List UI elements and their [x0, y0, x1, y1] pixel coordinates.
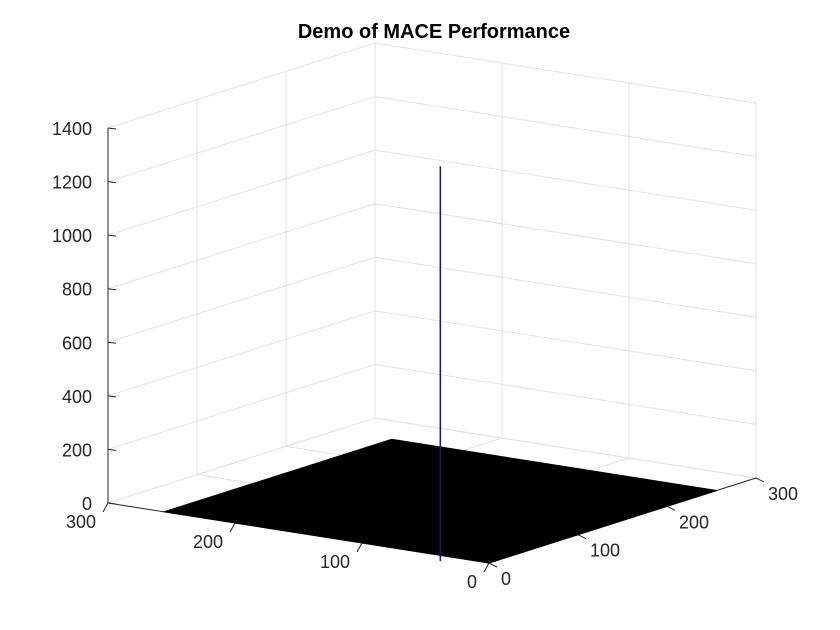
- grid-line: [107, 310, 376, 397]
- grid-line: [374, 149, 757, 211]
- grid-line: [107, 363, 376, 450]
- grid-line: [374, 310, 757, 372]
- z-tick-label: 1000: [52, 226, 92, 246]
- grid-line: [374, 203, 757, 265]
- z-tick-mark: [107, 341, 117, 344]
- z-tick-label: 1400: [52, 119, 92, 139]
- y-tick-mark: [229, 522, 236, 533]
- surface: [163, 166, 717, 564]
- z-tick-label: 200: [62, 440, 92, 460]
- chart-title: Demo of MACE Performance: [298, 21, 570, 43]
- tick-labels: 0100200300010020030002004006008001000120…: [52, 119, 798, 592]
- grid-line: [107, 417, 376, 504]
- z-tick-mark: [107, 288, 117, 291]
- y-tick-label: 0: [467, 572, 477, 592]
- y-tick-mark: [356, 542, 363, 553]
- y-tick-label: 200: [193, 532, 223, 552]
- x-tick-mark: [755, 477, 765, 483]
- x-tick-label: 300: [768, 484, 798, 504]
- y-tick-label: 300: [66, 512, 96, 532]
- grid-line: [374, 256, 757, 318]
- x-tick-label: 100: [590, 541, 620, 561]
- z-tick-label: 800: [62, 280, 92, 300]
- z-tick-mark: [107, 448, 117, 451]
- grid-line: [107, 149, 376, 236]
- x-tick-label: 0: [501, 569, 511, 589]
- z-tick-mark: [107, 395, 117, 398]
- grid-line: [374, 96, 757, 158]
- z-tick-mark: [107, 127, 117, 130]
- x-tick-mark: [666, 505, 676, 511]
- z-tick-mark: [107, 234, 117, 237]
- y-tick-mark: [483, 562, 490, 573]
- z-tick-label: 1200: [52, 173, 92, 193]
- x-tick-mark: [488, 562, 498, 568]
- grid-line: [107, 256, 376, 343]
- grid-line: [107, 42, 376, 129]
- x-tick-mark: [577, 534, 587, 540]
- z-tick-label: 400: [62, 387, 92, 407]
- x-tick-label: 200: [679, 512, 709, 532]
- z-tick-label: 600: [62, 333, 92, 353]
- y-tick-label: 100: [320, 552, 350, 572]
- grid-line: [374, 363, 757, 425]
- z-tick-mark: [107, 502, 117, 505]
- grid-line: [374, 42, 757, 104]
- grid-line: [374, 417, 757, 479]
- grid-line: [107, 203, 376, 290]
- z-tick-mark: [107, 181, 117, 184]
- y-tick-mark: [102, 502, 109, 513]
- grid-line: [107, 96, 376, 183]
- z-tick-label: 0: [82, 494, 92, 514]
